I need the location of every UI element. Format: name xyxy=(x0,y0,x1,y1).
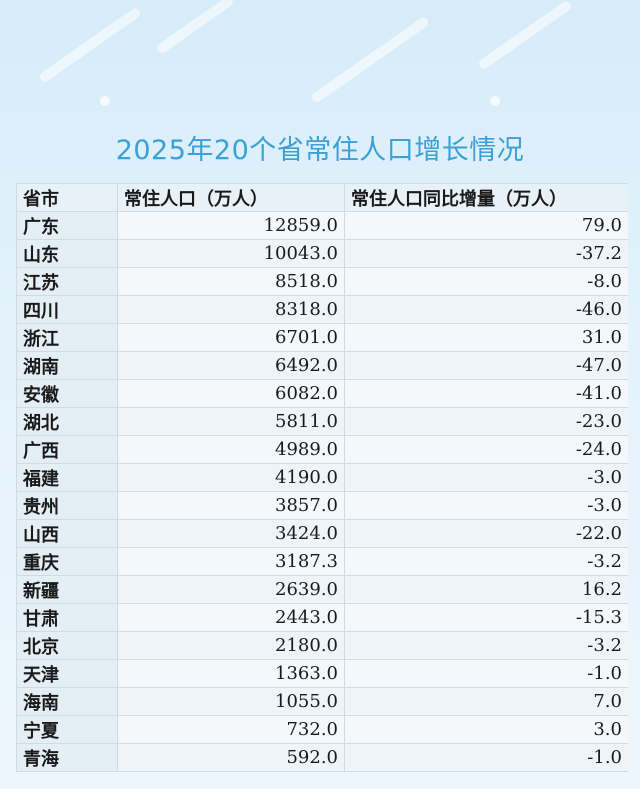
population-cell: 3857.0 xyxy=(117,491,345,520)
header-change: 常住人口同比增量（万人） xyxy=(344,183,628,212)
table-row: 青海 592.0 -1.0 xyxy=(16,743,628,772)
province-cell: 安徽 xyxy=(16,379,118,408)
population-cell: 3424.0 xyxy=(117,519,345,548)
change-cell: -3.0 xyxy=(344,463,628,492)
decor-streak xyxy=(155,0,235,55)
change-cell: -24.0 xyxy=(344,435,628,464)
table-row: 福建 4190.0 -3.0 xyxy=(16,463,628,492)
province-cell: 山东 xyxy=(16,239,118,268)
population-cell: 592.0 xyxy=(117,743,345,772)
change-cell: 3.0 xyxy=(344,715,628,744)
population-cell: 6492.0 xyxy=(117,351,345,380)
table-row: 重庆 3187.3 -3.2 xyxy=(16,547,628,576)
table-row: 海南 1055.0 7.0 xyxy=(16,687,628,716)
table-row: 浙江 6701.0 31.0 xyxy=(16,323,628,352)
population-cell: 6082.0 xyxy=(117,379,345,408)
population-cell: 2443.0 xyxy=(117,603,345,632)
decor-dot xyxy=(100,96,110,106)
change-cell: 31.0 xyxy=(344,323,628,352)
table-row: 山东 10043.0 -37.2 xyxy=(16,239,628,268)
province-cell: 四川 xyxy=(16,295,118,324)
province-cell: 广西 xyxy=(16,435,118,464)
change-cell: -37.2 xyxy=(344,239,628,268)
province-cell: 贵州 xyxy=(16,491,118,520)
table-row: 安徽 6082.0 -41.0 xyxy=(16,379,628,408)
table-row: 山西 3424.0 -22.0 xyxy=(16,519,628,548)
population-table: 省市 常住人口（万人） 常住人口同比增量（万人） 广东 12859.0 79.0… xyxy=(16,183,628,772)
table-row: 四川 8318.0 -46.0 xyxy=(16,295,628,324)
header-population: 常住人口（万人） xyxy=(117,183,345,212)
table-row: 贵州 3857.0 -3.0 xyxy=(16,491,628,520)
change-cell: -46.0 xyxy=(344,295,628,324)
population-cell: 3187.3 xyxy=(117,547,345,576)
change-cell: 7.0 xyxy=(344,687,628,716)
province-cell: 福建 xyxy=(16,463,118,492)
population-cell: 1363.0 xyxy=(117,659,345,688)
table-row: 湖南 6492.0 -47.0 xyxy=(16,351,628,380)
change-cell: -3.0 xyxy=(344,491,628,520)
population-cell: 6701.0 xyxy=(117,323,345,352)
population-cell: 4989.0 xyxy=(117,435,345,464)
province-cell: 新疆 xyxy=(16,575,118,604)
population-cell: 2180.0 xyxy=(117,631,345,660)
change-cell: -23.0 xyxy=(344,407,628,436)
province-cell: 青海 xyxy=(16,743,118,772)
population-cell: 8518.0 xyxy=(117,267,345,296)
province-cell: 江苏 xyxy=(16,267,118,296)
background-decoration xyxy=(0,0,640,130)
population-cell: 12859.0 xyxy=(117,211,345,240)
province-cell: 北京 xyxy=(16,631,118,660)
population-cell: 5811.0 xyxy=(117,407,345,436)
page-title: 2025年20个省常住人口增长情况 xyxy=(115,135,525,166)
table-row: 甘肃 2443.0 -15.3 xyxy=(16,603,628,632)
population-cell: 10043.0 xyxy=(117,239,345,268)
province-cell: 海南 xyxy=(16,687,118,716)
table-header-row: 省市 常住人口（万人） 常住人口同比增量（万人） xyxy=(16,183,628,212)
decor-streak xyxy=(37,6,143,84)
table-row: 江苏 8518.0 -8.0 xyxy=(16,267,628,296)
province-cell: 天津 xyxy=(16,659,118,688)
province-cell: 甘肃 xyxy=(16,603,118,632)
province-cell: 山西 xyxy=(16,519,118,548)
table-row: 湖北 5811.0 -23.0 xyxy=(16,407,628,436)
province-cell: 广东 xyxy=(16,211,118,240)
province-cell: 浙江 xyxy=(16,323,118,352)
table-row: 北京 2180.0 -3.2 xyxy=(16,631,628,660)
header-province: 省市 xyxy=(16,183,118,212)
decor-streak xyxy=(309,15,431,105)
population-cell: 2639.0 xyxy=(117,575,345,604)
decor-streak xyxy=(477,0,573,71)
change-cell: 16.2 xyxy=(344,575,628,604)
population-cell: 732.0 xyxy=(117,715,345,744)
table-row: 天津 1363.0 -1.0 xyxy=(16,659,628,688)
table-row: 广西 4989.0 -24.0 xyxy=(16,435,628,464)
province-cell: 湖北 xyxy=(16,407,118,436)
change-cell: -1.0 xyxy=(344,743,628,772)
population-cell: 4190.0 xyxy=(117,463,345,492)
change-cell: -47.0 xyxy=(344,351,628,380)
change-cell: -41.0 xyxy=(344,379,628,408)
change-cell: -22.0 xyxy=(344,519,628,548)
population-cell: 8318.0 xyxy=(117,295,345,324)
change-cell: -8.0 xyxy=(344,267,628,296)
change-cell: -3.2 xyxy=(344,631,628,660)
province-cell: 重庆 xyxy=(16,547,118,576)
table-row: 新疆 2639.0 16.2 xyxy=(16,575,628,604)
province-cell: 宁夏 xyxy=(16,715,118,744)
province-cell: 湖南 xyxy=(16,351,118,380)
population-cell: 1055.0 xyxy=(117,687,345,716)
change-cell: -15.3 xyxy=(344,603,628,632)
change-cell: -3.2 xyxy=(344,547,628,576)
table-row: 宁夏 732.0 3.0 xyxy=(16,715,628,744)
table-row: 广东 12859.0 79.0 xyxy=(16,211,628,240)
change-cell: 79.0 xyxy=(344,211,628,240)
change-cell: -1.0 xyxy=(344,659,628,688)
decor-dot xyxy=(490,96,500,106)
